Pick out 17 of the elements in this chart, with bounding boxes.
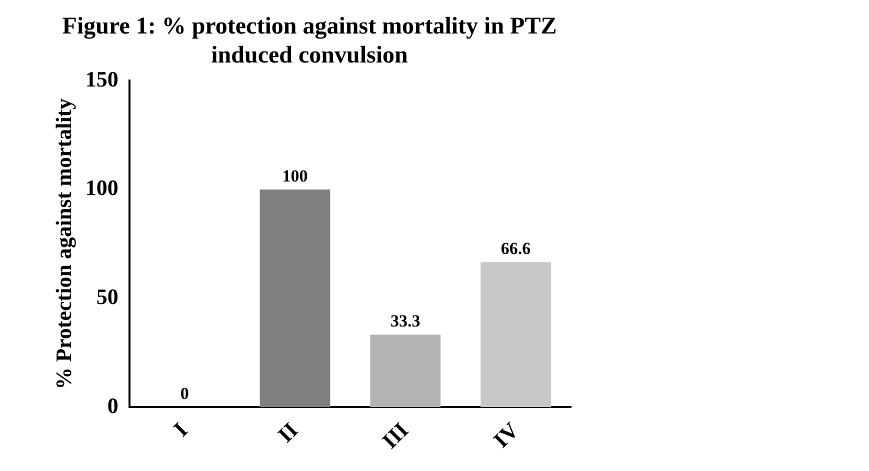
y-tick-label: 150 (85, 66, 118, 92)
bar (260, 189, 330, 408)
data-label: 0 (180, 384, 189, 404)
bar (370, 334, 441, 408)
y-tick-label: 100 (85, 175, 118, 200)
data-label: 100 (282, 166, 308, 186)
x-tick-label: II (272, 417, 303, 448)
y-axis-title: % Protection against mortality (50, 98, 76, 390)
data-label: 33.3 (390, 312, 420, 331)
x-tick-label: I (168, 417, 192, 442)
data-label: 66.6 (500, 239, 531, 258)
x-tick-label: IV (488, 417, 524, 452)
chart-title: Figure 1: % protection against mortality in PTZ induced convulsion (62, 14, 557, 68)
x-tick-label: III (377, 417, 413, 454)
bar (480, 262, 551, 408)
y-tick-label: 50 (96, 284, 118, 309)
y-tick-label: 0 (107, 392, 118, 418)
